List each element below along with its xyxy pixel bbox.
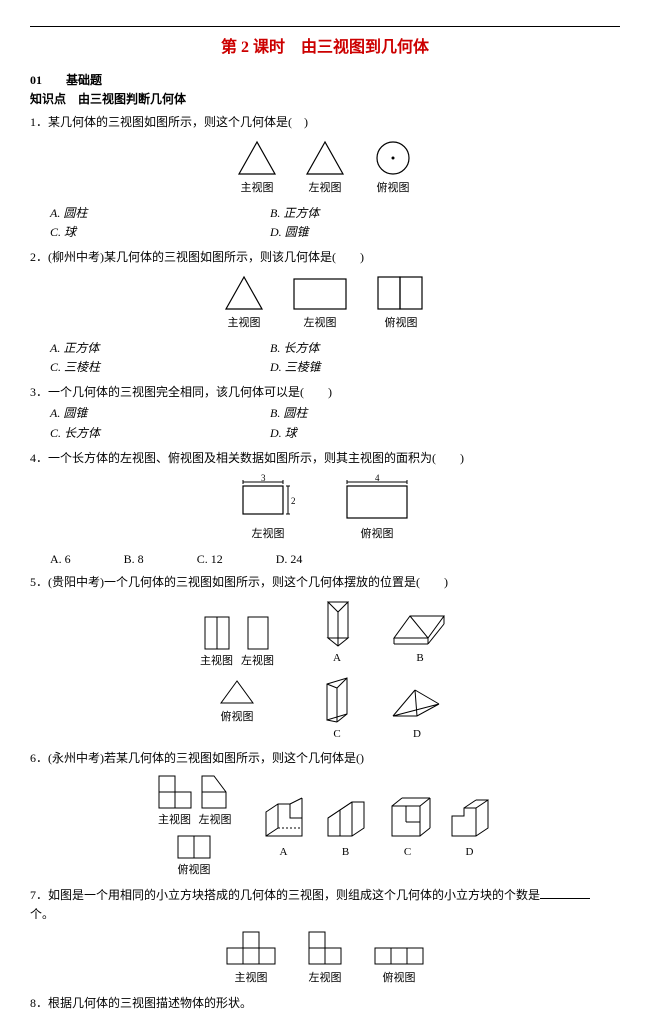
triangle-icon	[303, 138, 347, 178]
rect-icon	[244, 615, 272, 651]
q6-left-icon	[200, 774, 230, 810]
q2-opt-c: C. 三棱柱	[50, 358, 210, 377]
triangle-icon	[217, 677, 257, 707]
q5-label-0: 主视图	[200, 655, 233, 667]
solid-c-icon	[384, 792, 432, 842]
q1-label-0: 主视图	[241, 182, 274, 194]
solid-a-icon	[260, 792, 308, 842]
q4-opt-d: D. 24	[276, 552, 303, 566]
q5-label-2: 俯视图	[221, 711, 254, 723]
q5-opt-b: B	[416, 652, 423, 664]
q8-text: 8．根据几何体的三视图描述物体的形状。	[30, 994, 620, 1013]
q6-front-icon	[157, 774, 193, 810]
q7-figs: 主视图 左视图 俯视图	[30, 930, 620, 988]
q2-label-1: 左视图	[304, 317, 337, 329]
q3-opt-c: C. 长方体	[50, 424, 210, 443]
q1-opt-d: D. 圆锥	[270, 223, 309, 242]
q7-text-a: 7．如图是一个用相同的小立方块搭成的几何体的三视图，则组成这个几何体的小立方块的…	[30, 888, 540, 902]
q6-label-1: 左视图	[199, 814, 232, 826]
q4-opt-c: C. 12	[197, 552, 223, 566]
top-view-dim-icon: 4	[332, 474, 422, 524]
q3-opts: A. 圆锥 B. 圆柱 C. 长方体 D. 球	[50, 404, 620, 442]
top-rule	[30, 26, 620, 27]
q6-text: 6．(永州中考)若某几何体的三视图如图所示，则这个几何体是()	[30, 749, 620, 768]
q7-label-2: 俯视图	[383, 972, 416, 984]
q4-opt-a: A. 6	[50, 552, 71, 566]
q2-opt-a: A. 正方体	[50, 339, 210, 358]
q4-opts: A. 6 B. 8 C. 12 D. 24	[50, 550, 620, 569]
knowledge-point: 知识点 由三视图判断几何体	[30, 90, 620, 109]
blank-field[interactable]	[540, 886, 590, 899]
q2-text: 2．(柳州中考)某几何体的三视图如图所示，则该几何体是( )	[30, 248, 620, 267]
left-view-dim-icon: 3 2	[228, 474, 308, 524]
q5-opt-d: D	[413, 728, 421, 740]
q3-opt-a: A. 圆锥	[50, 404, 210, 423]
triangle-icon	[235, 138, 279, 178]
q4-label-1: 俯视图	[361, 528, 394, 540]
q6-opt-c: C	[404, 846, 411, 858]
q3-text: 3．一个几何体的三视图完全相同，该几何体可以是( )	[30, 383, 620, 402]
q6-opt-b: B	[342, 846, 349, 858]
page-title: 第 2 课时 由三视图到几何体	[30, 35, 620, 61]
q1-text: 1．某几何体的三视图如图所示，则这个几何体是( )	[30, 113, 620, 132]
q4-text: 4．一个长方体的左视图、俯视图及相关数据如图所示，则其主视图的面积为( )	[30, 449, 620, 468]
q7-text: 7．如图是一个用相同的小立方块搭成的几何体的三视图，则组成这个几何体的小立方块的…	[30, 886, 620, 905]
q6-label-2: 俯视图	[178, 864, 211, 876]
q4-opt-b: B. 8	[124, 552, 144, 566]
q4-figs: 3 2 左视图 4 俯视图	[30, 474, 620, 544]
q1-opt-b: B. 正方体	[270, 204, 319, 223]
q7-label-0: 主视图	[235, 972, 268, 984]
rect-icon	[290, 273, 350, 313]
q5-figs: 主视图 左视图 俯视图	[30, 598, 620, 743]
q1-figs: 主视图 左视图 俯视图	[30, 138, 620, 198]
q5-text: 5．(贵阳中考)一个几何体的三视图如图所示，则这个几何体摆放的位置是( )	[30, 573, 620, 592]
q6-opt-d: D	[466, 846, 474, 858]
q6-label-0: 主视图	[158, 814, 191, 826]
prism-b-icon	[390, 608, 450, 648]
prism-a-icon	[314, 598, 360, 648]
prism-c-icon	[317, 674, 357, 724]
rect-split-icon	[203, 615, 231, 651]
q6-opt-a: A	[280, 846, 288, 858]
dim-2: 2	[291, 496, 296, 506]
q4-label-0: 左视图	[252, 528, 285, 540]
q6-top-icon	[176, 834, 212, 860]
q1-label-2: 俯视图	[377, 182, 410, 194]
q2-opt-b: B. 长方体	[270, 339, 319, 358]
q5-opt-c: C	[333, 728, 340, 740]
q1-opt-a: A. 圆柱	[50, 204, 210, 223]
double-rect-icon	[374, 273, 428, 313]
q7-left-icon	[307, 930, 343, 968]
solid-b-icon	[322, 792, 370, 842]
q6-figs: 主视图 左视图 俯视图 A	[30, 774, 620, 879]
q1-opt-c: C. 球	[50, 223, 210, 242]
q2-opts: A. 正方体 B. 长方体 C. 三棱柱 D. 三棱锥	[50, 339, 620, 377]
q2-label-0: 主视图	[228, 317, 261, 329]
q3-opt-b: B. 圆柱	[270, 404, 307, 423]
q2-label-2: 俯视图	[385, 317, 418, 329]
q2-figs: 主视图 左视图 俯视图	[30, 273, 620, 333]
q3-opt-d: D. 球	[270, 424, 297, 443]
dim-3: 3	[261, 474, 266, 483]
q7-top-icon	[373, 946, 425, 968]
dim-4: 4	[375, 474, 380, 483]
q2-opt-d: D. 三棱锥	[270, 358, 321, 377]
q7-label-1: 左视图	[309, 972, 342, 984]
q1-opts: A. 圆柱 B. 正方体 C. 球 D. 圆锥	[50, 204, 620, 242]
section-num: 01 基础题	[30, 73, 102, 87]
prism-d-icon	[387, 684, 447, 724]
section-01: 01 基础题	[30, 71, 620, 90]
q5-label-1: 左视图	[241, 655, 274, 667]
triangle-icon	[222, 273, 266, 313]
q5-opt-a: A	[333, 652, 341, 664]
q1-label-1: 左视图	[309, 182, 342, 194]
q7-text-b: 个。	[30, 905, 620, 924]
circle-dot-icon	[371, 138, 415, 178]
solid-d-icon	[446, 792, 494, 842]
q7-front-icon	[225, 930, 277, 968]
